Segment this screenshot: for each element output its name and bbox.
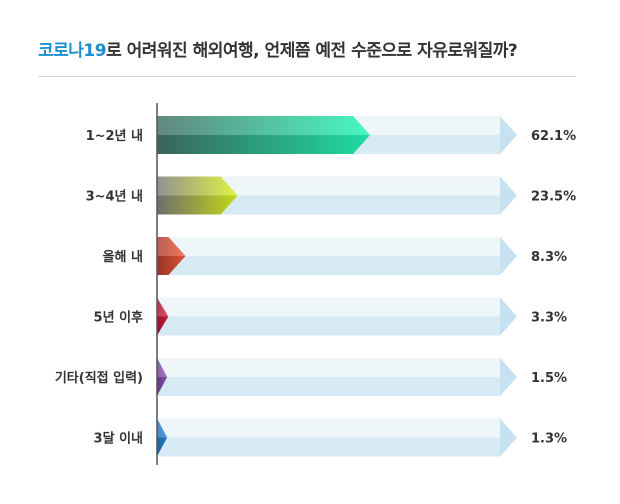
bar-track bbox=[157, 418, 500, 438]
bar-shade bbox=[157, 358, 168, 396]
bar-shade bbox=[157, 116, 371, 154]
bar-shade bbox=[157, 418, 168, 457]
category-label: 5년 이후 bbox=[94, 310, 143, 326]
bar-track-lower bbox=[157, 256, 500, 275]
bar-track-cap bbox=[500, 116, 517, 154]
value-label: 1.3% bbox=[531, 432, 567, 447]
bar-track-lower bbox=[157, 316, 500, 336]
value-label: 1.5% bbox=[531, 371, 567, 386]
bar-track-lower bbox=[157, 437, 500, 457]
value-label: 23.5% bbox=[531, 190, 576, 205]
chart-title-rest: 로 어려워진 해외여행, 언제쯤 예전 수준으로 자유로워질까? bbox=[106, 41, 518, 61]
value-label: 8.3% bbox=[531, 250, 567, 265]
bar-track-cap bbox=[500, 176, 517, 215]
bar-track-cap bbox=[500, 297, 517, 336]
value-label: 62.1% bbox=[531, 129, 576, 144]
category-label: 3~4년 내 bbox=[86, 189, 143, 205]
bar-track-cap bbox=[500, 418, 517, 457]
bar-shade bbox=[157, 297, 169, 336]
bar-shade bbox=[157, 237, 186, 275]
category-label: 기타(직접 입력) bbox=[55, 370, 143, 386]
bar-track bbox=[157, 176, 500, 196]
bar-track-lower bbox=[157, 195, 500, 215]
title-divider bbox=[38, 76, 576, 77]
category-label: 3달 이내 bbox=[94, 431, 143, 447]
value-label: 3.3% bbox=[531, 311, 567, 326]
category-label: 1~2년 내 bbox=[86, 128, 143, 144]
bar-track bbox=[157, 237, 500, 256]
bar-shade bbox=[157, 176, 238, 215]
category-label: 올해 내 bbox=[103, 249, 143, 265]
chart-title-accent: 코로나19 bbox=[38, 41, 107, 61]
bar-track-lower bbox=[157, 377, 500, 396]
bar-track-cap bbox=[500, 358, 517, 396]
bar-track bbox=[157, 297, 500, 317]
chart-title: 코로나19로 어려워진 해외여행, 언제쯤 예전 수준으로 자유로워질까? bbox=[38, 36, 518, 61]
bar-track-cap bbox=[500, 237, 517, 275]
bar-track bbox=[157, 358, 500, 377]
